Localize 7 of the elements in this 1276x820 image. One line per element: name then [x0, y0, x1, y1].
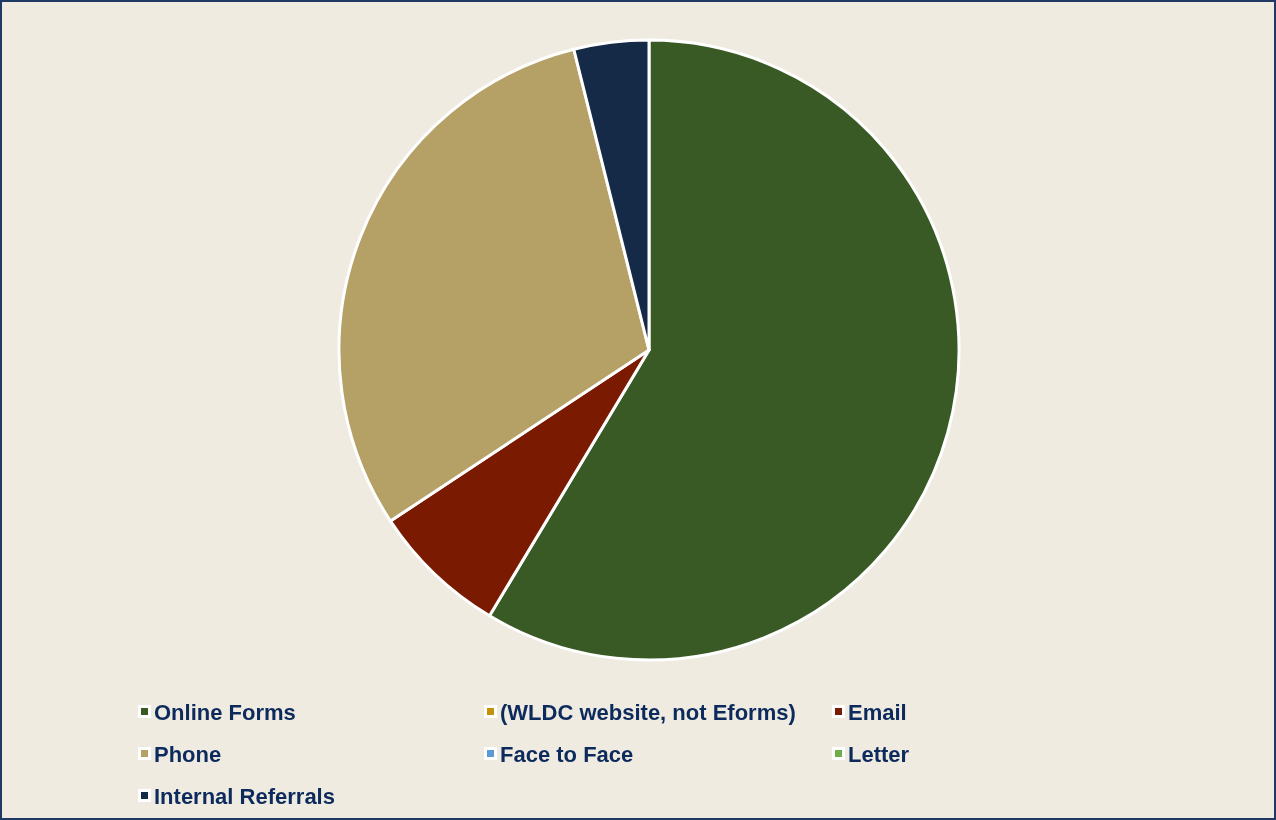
legend-label: Face to Face — [500, 741, 634, 767]
legend-label: Internal Referrals — [154, 783, 335, 809]
legend-label: (WLDC website, not Eforms) — [500, 699, 796, 725]
legend-label: Phone — [154, 741, 222, 767]
legend-label: Letter — [848, 741, 910, 767]
legend-label: Online Forms — [154, 699, 296, 725]
legend-label: Email — [848, 699, 907, 725]
